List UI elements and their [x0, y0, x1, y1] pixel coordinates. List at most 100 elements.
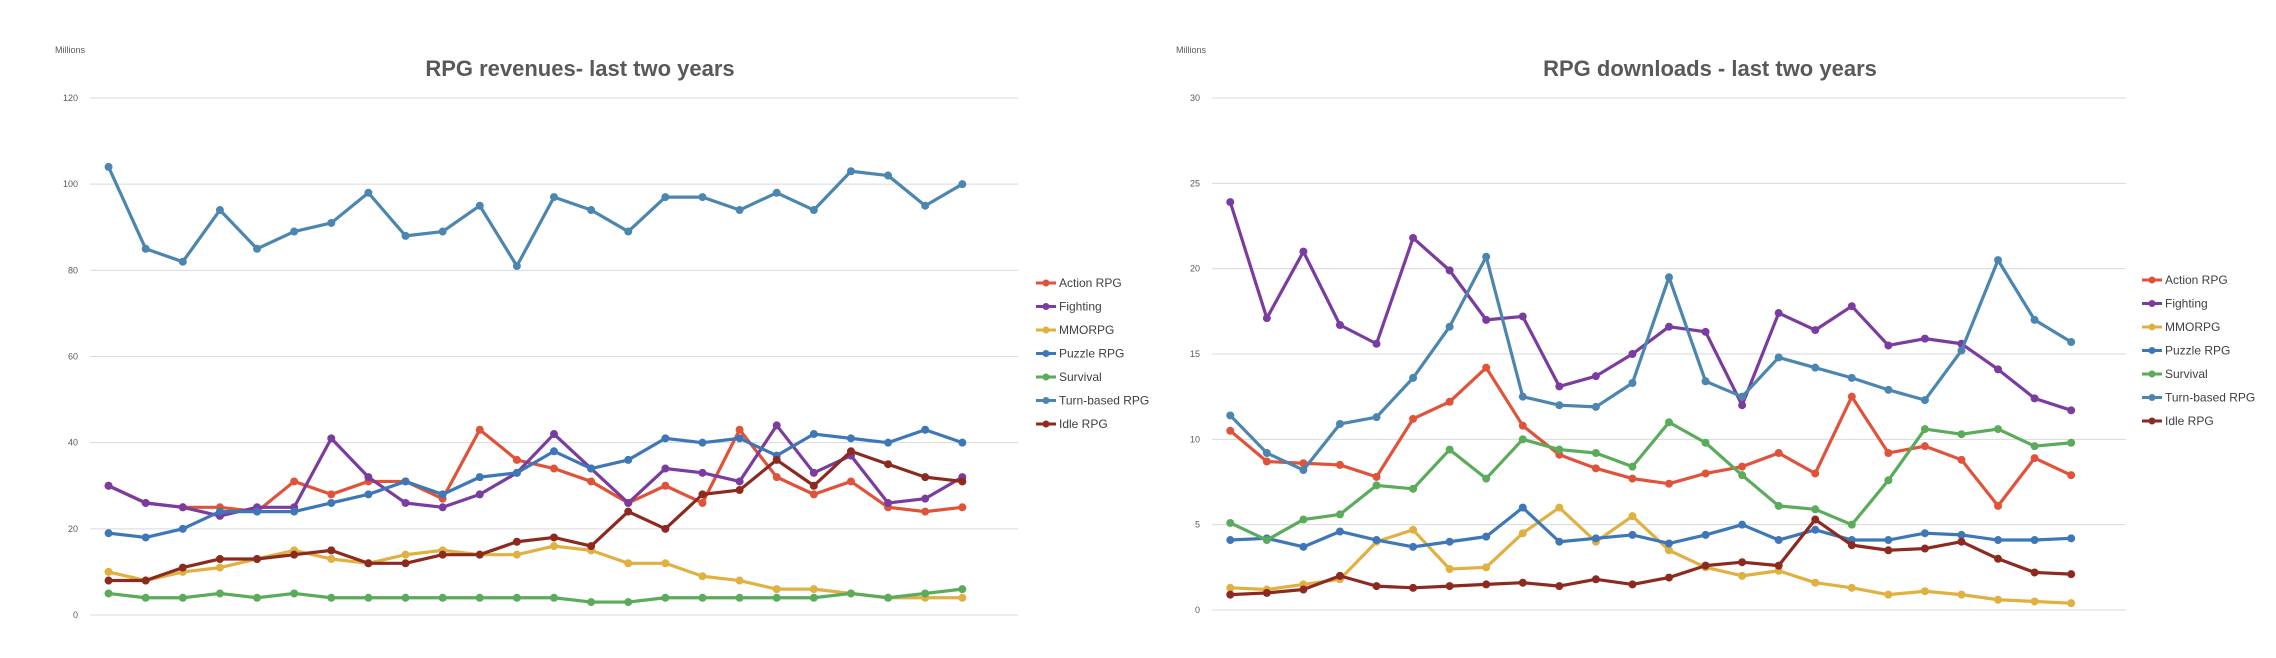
revenues-data-point — [735, 425, 744, 434]
revenues-data-point — [884, 438, 893, 447]
revenues-data-point — [364, 593, 373, 602]
downloads-data-point — [1665, 418, 1673, 427]
revenues-data-point — [475, 490, 484, 499]
downloads-data-point — [1811, 505, 1820, 514]
revenues-data-point — [661, 193, 670, 202]
revenues-data-point — [624, 559, 633, 568]
downloads-data-point — [1847, 541, 1856, 550]
revenues-data-point — [550, 447, 558, 456]
revenues-data-point — [215, 206, 224, 215]
revenues-data-point — [438, 227, 447, 236]
revenues-series-line-action-rpg — [106, 428, 964, 514]
revenues-data-point — [104, 567, 113, 576]
revenues-data-point — [698, 490, 707, 499]
revenues-data-point — [475, 425, 484, 434]
revenues-data-point — [253, 244, 262, 253]
downloads-data-point — [1957, 530, 1966, 539]
revenues-legend-item: Puzzle RPG — [1036, 347, 1124, 361]
downloads-data-point — [1665, 546, 1673, 555]
downloads-data-point — [2067, 338, 2076, 347]
downloads-legend-label: MMORPG — [2165, 320, 2220, 334]
revenues-data-point — [809, 430, 818, 439]
downloads-data-point — [2030, 536, 2039, 545]
revenues-data-point — [809, 593, 818, 602]
revenues-legend: Action RPG Fighting MMORPG Puzzle RPG Surviv… — [1036, 276, 1149, 431]
revenues-data-point — [809, 481, 818, 490]
revenues-data-point — [401, 593, 410, 602]
downloads-data-point — [1518, 392, 1527, 401]
revenues-data-point — [401, 550, 410, 559]
downloads-y-ticks: 0 5 10 15 20 25 30 — [1190, 93, 1200, 615]
downloads-data-point — [1701, 561, 1710, 570]
revenues-data-point — [104, 529, 113, 538]
downloads-series-line-idle-rpg — [1228, 517, 2073, 597]
revenues-data-point — [846, 167, 855, 176]
downloads-data-point — [1262, 457, 1271, 466]
revenues-data-point — [104, 162, 113, 171]
revenues-data-point — [958, 593, 967, 602]
downloads-data-point — [1226, 590, 1235, 599]
revenues-data-point — [327, 490, 336, 499]
revenues-legend-marker — [1042, 350, 1050, 357]
downloads-data-point — [1738, 392, 1747, 401]
downloads-data-point — [1701, 438, 1710, 447]
revenues-y-tick-label: 80 — [68, 265, 78, 275]
revenues-legend-marker — [1042, 420, 1050, 428]
downloads-data-point — [1811, 515, 1820, 524]
revenues-data-point — [401, 498, 410, 507]
downloads-data-point — [1847, 583, 1856, 592]
downloads-data-point — [1665, 273, 1673, 282]
downloads-y-tick-label: 20 — [1190, 264, 1200, 274]
downloads-data-point — [1372, 481, 1381, 490]
downloads-legend-item: Fighting — [2142, 297, 2208, 311]
revenues-data-point — [327, 498, 336, 507]
revenues-data-point — [290, 589, 299, 598]
downloads-data-point — [1701, 530, 1710, 539]
revenues-data-point — [772, 421, 781, 430]
revenues-data-point — [698, 593, 707, 602]
revenues-series-line-turn-based-rpg — [106, 165, 964, 268]
downloads-data-point — [2067, 599, 2076, 608]
downloads-data-point — [1482, 474, 1491, 483]
downloads-data-point — [1335, 527, 1344, 536]
downloads-data-point — [1555, 445, 1564, 454]
downloads-data-point — [1518, 578, 1527, 587]
downloads-series-line-mmorpg — [1228, 506, 2073, 605]
downloads-data-point — [1665, 573, 1673, 582]
downloads-data-point — [1555, 503, 1564, 512]
revenues-data-point — [661, 481, 670, 490]
downloads-data-point — [1884, 448, 1893, 457]
revenues-data-point — [475, 593, 484, 602]
downloads-data-point — [1409, 414, 1418, 423]
revenues-chart-title: RPG revenues- last two years — [425, 56, 734, 81]
downloads-data-point — [1628, 512, 1637, 521]
revenues-data-point — [587, 598, 596, 607]
downloads-data-point — [1738, 401, 1747, 410]
downloads-data-point — [1701, 469, 1710, 478]
downloads-data-point — [1628, 462, 1637, 471]
downloads-data-point — [1994, 256, 2003, 265]
downloads-legend-item: Survival — [2142, 367, 2208, 381]
revenues-data-point — [364, 188, 373, 197]
revenues-data-point — [958, 477, 967, 486]
revenues-data-point — [846, 434, 855, 443]
downloads-data-point — [1884, 546, 1893, 555]
revenues-data-point — [327, 434, 336, 443]
revenues-data-point — [141, 498, 150, 507]
downloads-legend-label: Fighting — [2165, 297, 2208, 311]
revenues-data-point — [141, 244, 150, 253]
revenues-data-point — [178, 257, 187, 266]
downloads-data-point — [1226, 426, 1235, 435]
downloads-legend-item: Idle RPG — [2142, 414, 2214, 428]
revenues-legend-item: Action RPG — [1036, 276, 1122, 290]
revenues-data-point — [104, 576, 113, 585]
downloads-data-point — [1884, 536, 1893, 545]
downloads-data-point — [1409, 583, 1418, 592]
revenues-legend-label: Puzzle RPG — [1059, 347, 1124, 361]
downloads-data-point — [1957, 455, 1966, 464]
revenues-data-point — [178, 524, 187, 533]
downloads-data-point — [1372, 339, 1381, 348]
revenues-data-point — [921, 589, 930, 598]
revenues-y-tick-label: 100 — [63, 179, 78, 189]
downloads-data-point — [1738, 462, 1747, 471]
